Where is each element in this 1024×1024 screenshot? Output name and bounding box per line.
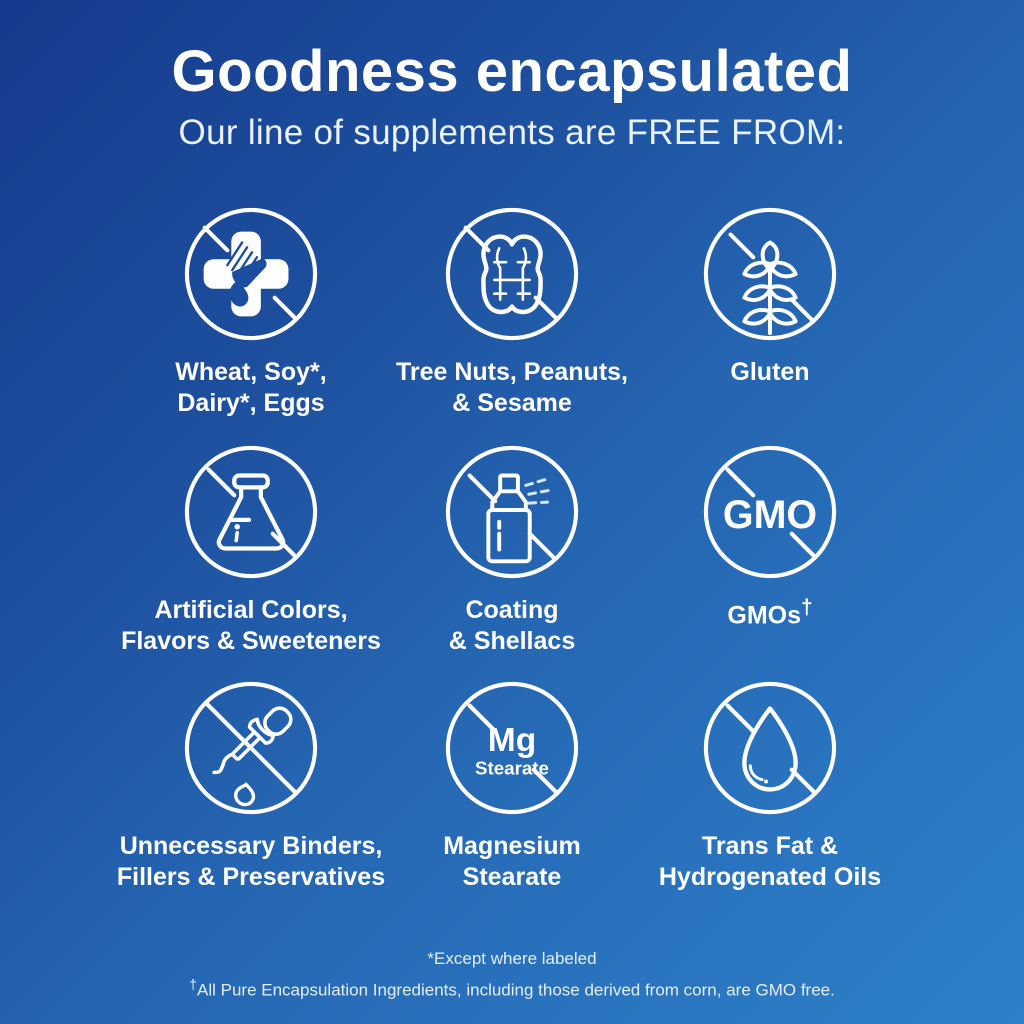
svg-text:GMO: GMO (723, 493, 817, 537)
svg-text:Mg: Mg (488, 722, 536, 759)
